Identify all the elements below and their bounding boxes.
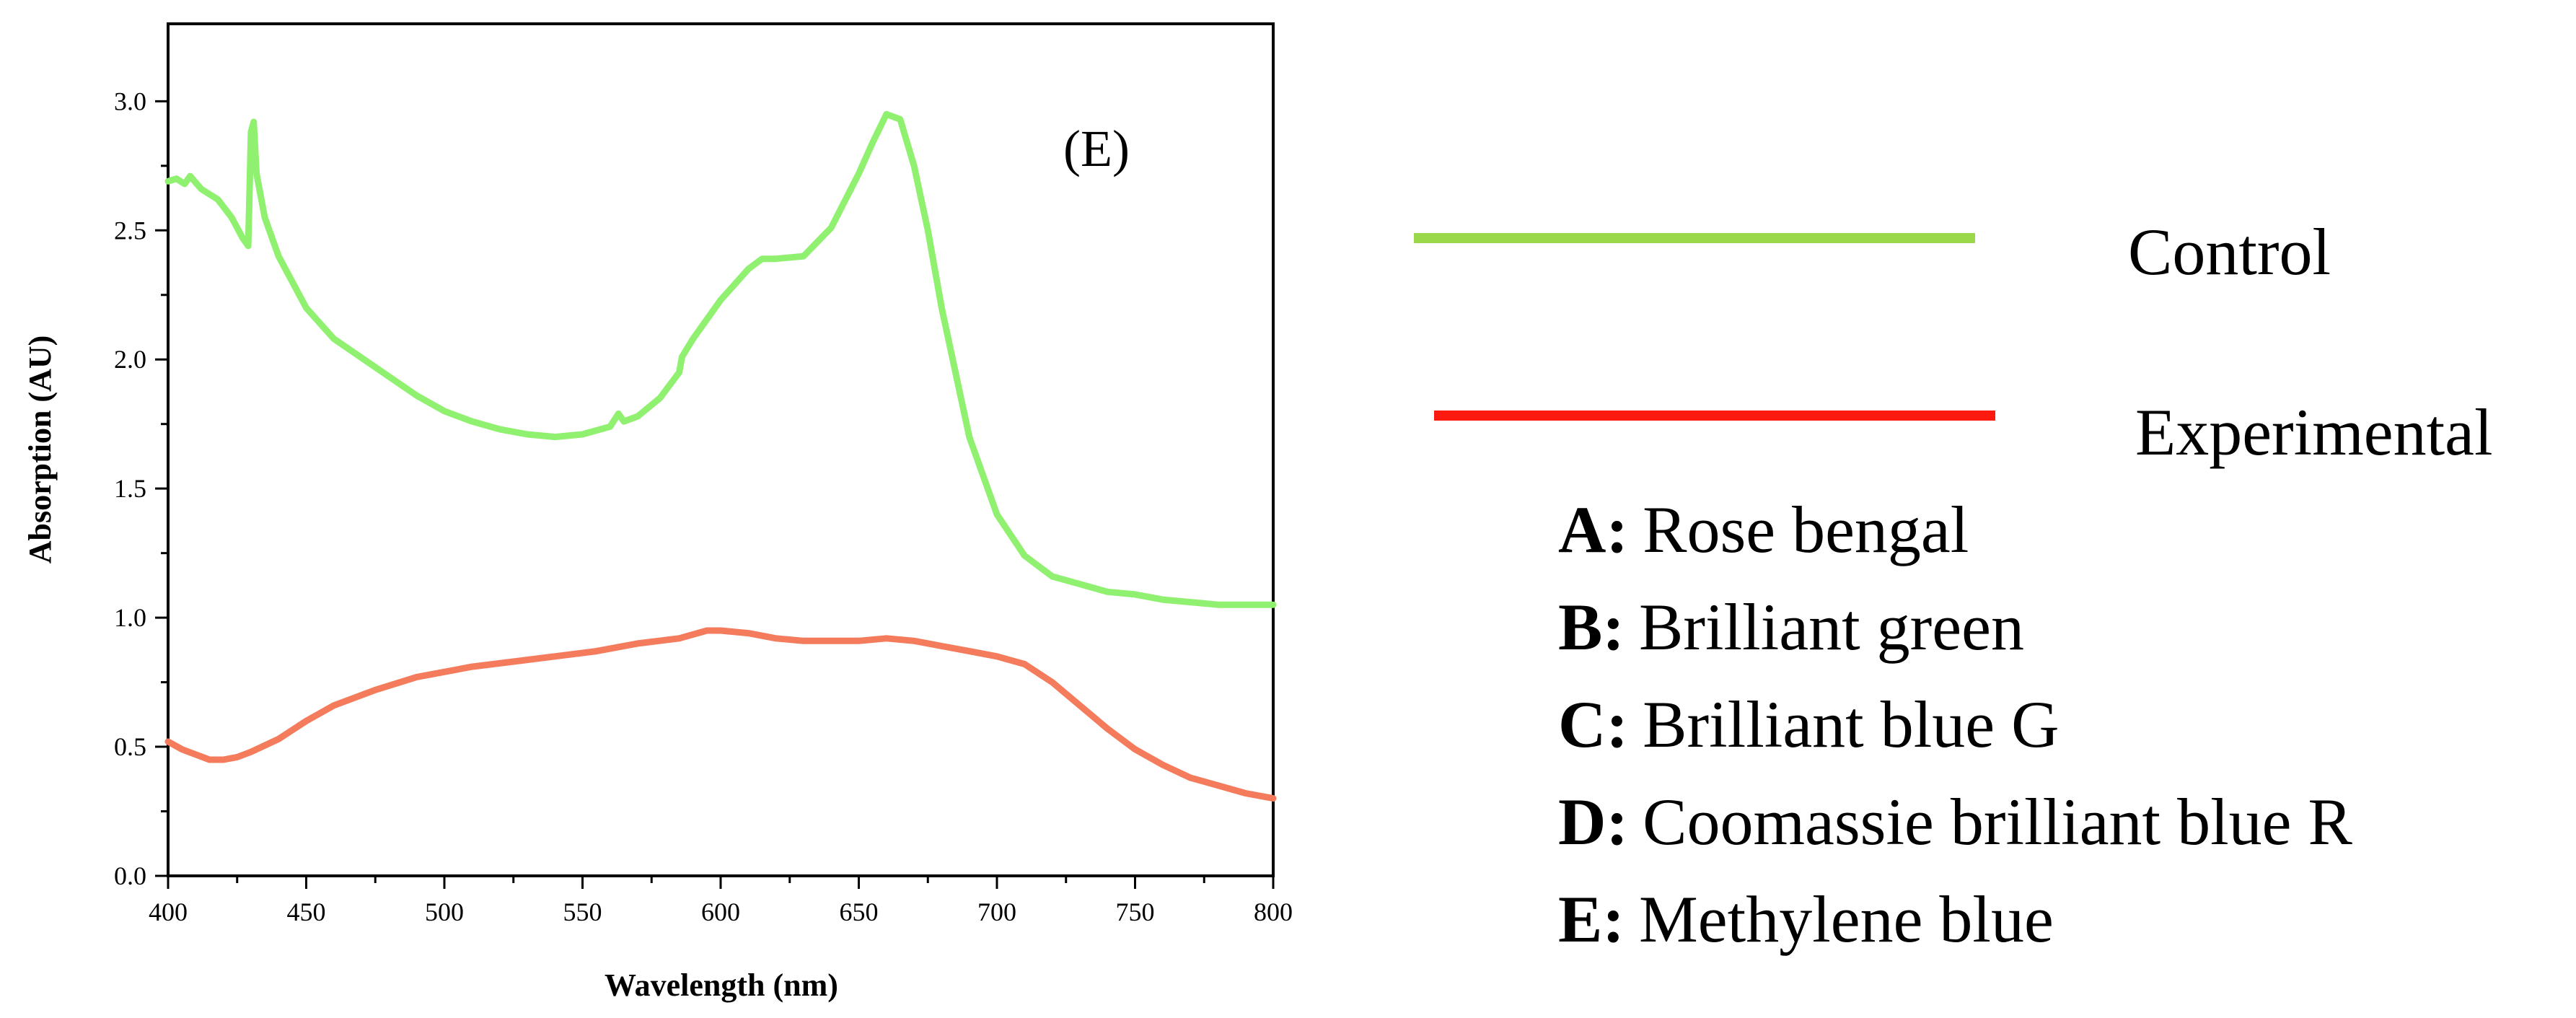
x-tick-label: 450 xyxy=(287,898,326,926)
key-item: A: Rose bengal xyxy=(1558,493,1969,566)
key-name: Methylene blue xyxy=(1639,882,2054,956)
y-axis-ticks: 0.0 0.5 1.0 1.5 2.0 2.5 3.0 xyxy=(114,87,168,890)
series-line-experimental xyxy=(164,627,1277,802)
y-tick-label: 1.5 xyxy=(114,474,146,503)
y-tick-label: 3.0 xyxy=(114,87,146,115)
dye-key: A: Rose bengal B: Brilliant green C: Brilli… xyxy=(1558,493,2353,956)
x-tick-label: 400 xyxy=(149,898,188,926)
key-letter: D: xyxy=(1558,785,1628,859)
x-tick-label: 500 xyxy=(425,898,464,926)
key-name: Coomassie brilliant blue R xyxy=(1643,785,2352,859)
y-tick-label: 0.0 xyxy=(114,861,146,890)
key-letter: B: xyxy=(1558,590,1625,664)
x-tick-label: 800 xyxy=(1254,898,1293,926)
legend-label-control: Control xyxy=(2128,215,2331,289)
x-tick-label: 700 xyxy=(977,898,1016,926)
y-tick-label: 0.5 xyxy=(114,732,146,761)
key-name: Brilliant green xyxy=(1639,590,2024,664)
x-axis-title: Wavelength (nm) xyxy=(605,967,838,1003)
key-item: C: Brilliant blue G xyxy=(1558,688,2060,761)
x-tick-label: 550 xyxy=(563,898,602,926)
key-item: D: Coomassie brilliant blue R xyxy=(1558,785,2353,859)
y-tick-label: 2.0 xyxy=(114,345,146,374)
key-letter: A: xyxy=(1558,493,1628,566)
y-axis-title: Absorption (AU) xyxy=(22,335,58,564)
key-letter: C: xyxy=(1558,688,1628,761)
key-name: Brilliant blue G xyxy=(1643,688,2059,761)
key-letter: E: xyxy=(1558,882,1625,956)
panel-label: (E) xyxy=(1063,120,1130,177)
x-tick-label: 650 xyxy=(840,898,879,926)
key-name: Rose bengal xyxy=(1643,493,1969,566)
series-line-control xyxy=(164,110,1277,608)
y-tick-label: 1.0 xyxy=(114,603,146,632)
key-item: E: Methylene blue xyxy=(1558,882,2054,956)
legend: Control Experimental xyxy=(1414,215,2493,469)
legend-label-experimental: Experimental xyxy=(2135,395,2493,469)
x-tick-label: 750 xyxy=(1116,898,1155,926)
x-axis-ticks: 400 450 500 550 600 650 700 750 800 xyxy=(149,876,1293,926)
series-layer xyxy=(164,110,1277,802)
y-tick-label: 2.5 xyxy=(114,216,146,245)
key-item: B: Brilliant green xyxy=(1558,590,2024,664)
x-tick-label: 600 xyxy=(701,898,740,926)
